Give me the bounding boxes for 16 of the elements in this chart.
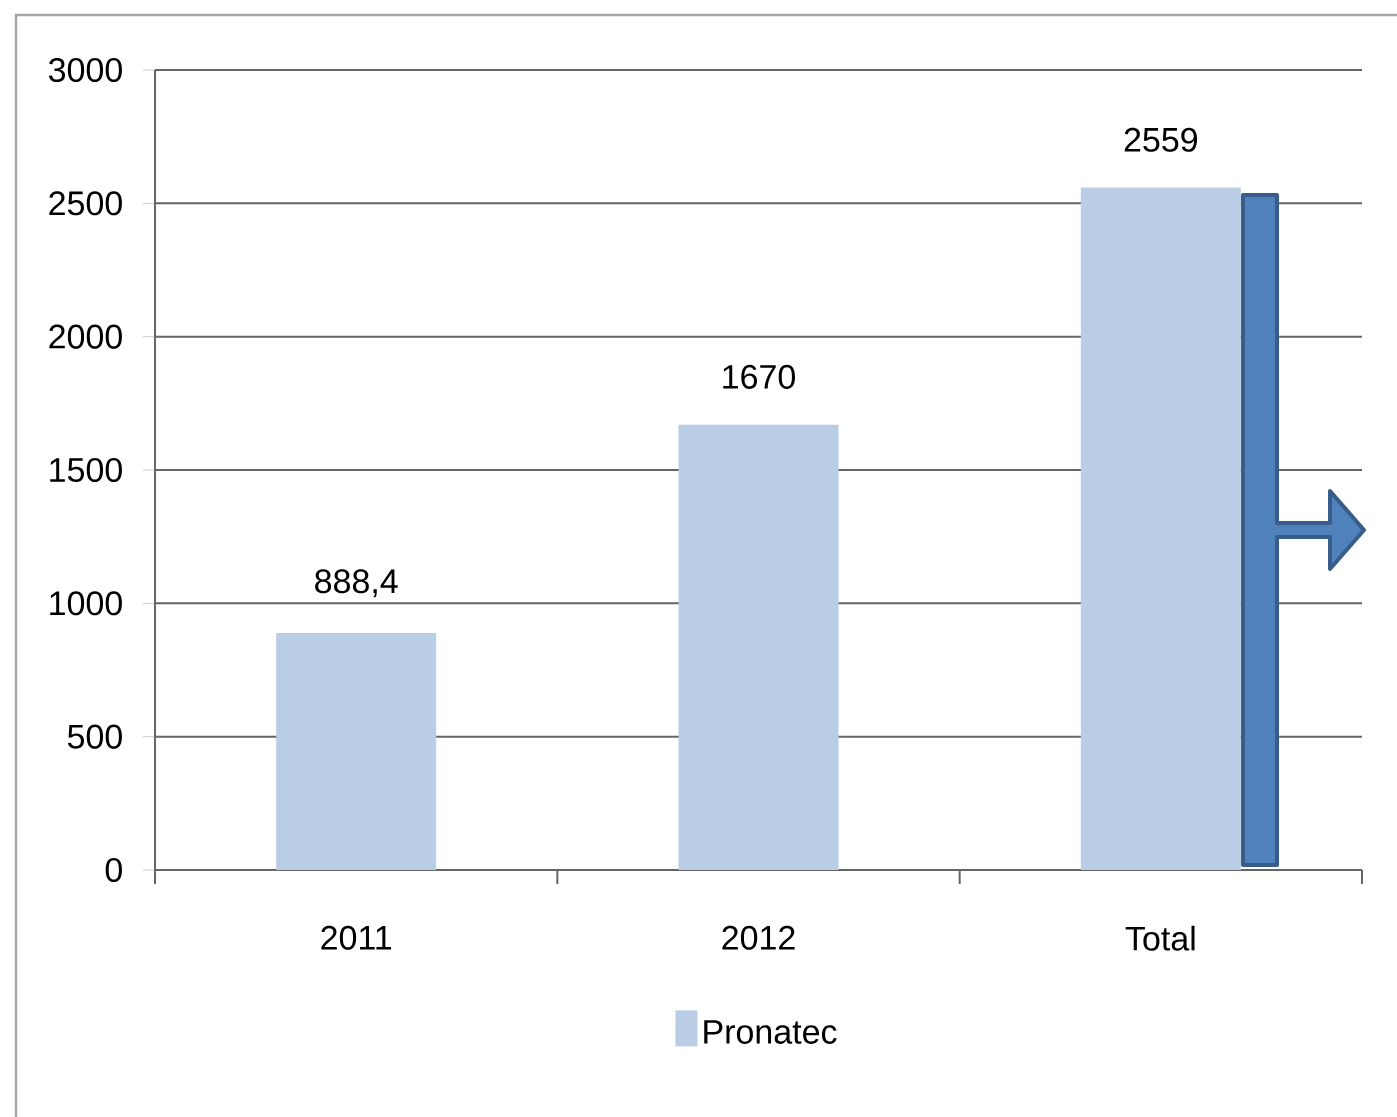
y-tick-label: 1500 [50,457,122,483]
bar [276,633,437,870]
x-tick-label: 2011 [321,925,392,950]
legend-label: Pronatec [704,1020,837,1044]
data-label: 888,4 [315,569,398,598]
y-tick-label: 0 [105,857,122,883]
data-label: 1670 [723,364,795,389]
x-tick-label: 2012 [722,925,795,950]
y-tick-label: 2000 [49,324,122,349]
bar [678,424,839,870]
y-tick-label: 3000 [48,57,122,83]
x-tick-label: Total [1125,925,1195,951]
y-tick-label: 2500 [49,191,122,216]
y-tick-label: 500 [67,724,122,749]
data-label: 2559 [1124,127,1198,152]
y-tick-label: 1000 [50,591,122,616]
